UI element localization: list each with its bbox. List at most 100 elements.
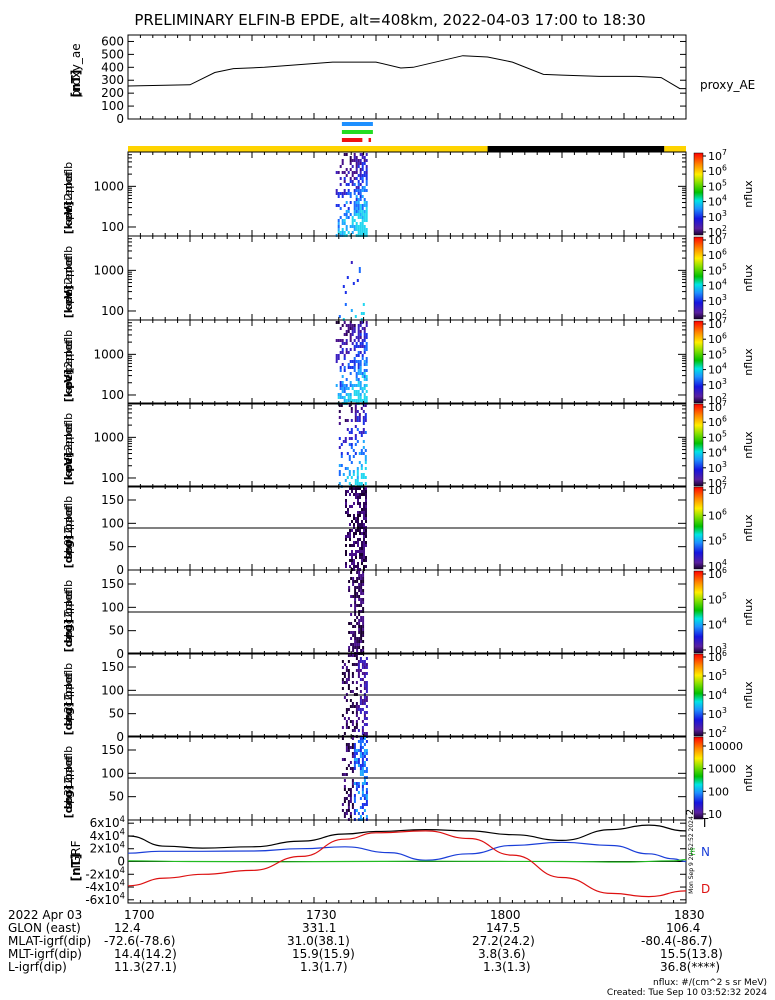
colorbar-tick-label-base: 10: [708, 477, 722, 490]
spectrogram-cell: [343, 758, 346, 761]
spectrogram-cell: [345, 378, 348, 381]
spectrogram-cell: [346, 476, 349, 479]
spectrogram-cell: [344, 479, 347, 482]
spectrogram-cell: [362, 601, 365, 604]
spectrogram-cell: [350, 595, 353, 598]
spectrogram-cell: [337, 357, 340, 360]
spectrogram-cell: [359, 743, 362, 746]
spectrogram-cell: [359, 737, 362, 740]
spectrogram-cell: [365, 800, 368, 803]
spectrogram-cell: [357, 785, 360, 788]
spectrogram-cell: [359, 210, 362, 213]
spectrogram-cell: [355, 228, 358, 231]
spectrogram-cell: [338, 404, 341, 407]
spectrogram-cell: [345, 767, 348, 770]
spectrogram-cell: [355, 496, 357, 499]
spectrogram-cell: [355, 785, 358, 788]
spectrogram-cell: [357, 541, 359, 544]
status-segment: [664, 146, 686, 152]
spectrogram-cell: [355, 198, 358, 201]
spectrogram-cell: [363, 732, 366, 735]
colorbar: [693, 653, 704, 737]
spectrogram-cell: [351, 556, 353, 559]
spectrogram-cell: [349, 565, 351, 568]
spectrogram-cell: [343, 177, 346, 180]
spectrogram-cell: [347, 324, 350, 327]
spectrogram-cell: [353, 800, 356, 803]
spectrogram-cell: [361, 345, 364, 348]
colorbar-tick-label: 107: [708, 148, 727, 163]
spectrogram-cell: [363, 663, 366, 666]
spectrogram-cell: [361, 532, 363, 535]
colorbar-tick-label-base: 10: [708, 211, 722, 224]
spectrogram-cell: [345, 678, 348, 681]
ephemeris-label: MLT-igrf(dip): [8, 947, 82, 961]
spectrogram-cell: [347, 687, 350, 690]
spectrogram-cell: [365, 723, 368, 726]
spectrogram-cell: [362, 410, 365, 413]
spectrogram-cell: [362, 616, 365, 619]
spectrogram-cell: [338, 470, 341, 473]
colorbar-tick-label: 107: [708, 399, 727, 414]
spectrogram-cell: [359, 321, 362, 324]
spectrogram-cell: [352, 455, 355, 458]
spectrogram-cell: [340, 455, 343, 458]
colorbar-tick-label: 105: [708, 591, 727, 606]
colorbar-tick-label-base: 10: [708, 644, 722, 657]
spectrogram-cell: [353, 782, 356, 785]
spectrogram-cell: [359, 369, 362, 372]
y-tick-label: 1000: [93, 347, 124, 361]
spectrogram-cell: [341, 348, 344, 351]
spectrogram-cell: [363, 809, 366, 812]
spectrogram-cell: [357, 669, 360, 672]
spectrogram-cell: [359, 711, 362, 714]
spectrogram-cell: [357, 369, 360, 372]
spectrogram-cell: [355, 532, 357, 535]
colorbar: [693, 736, 704, 820]
spectrogram-cell: [351, 785, 354, 788]
spectrogram-cell: [355, 657, 358, 660]
spectrogram-cell: [355, 393, 358, 396]
spectrogram-cell: [345, 168, 348, 171]
spectrogram-cell: [347, 366, 350, 369]
spectrogram-cell: [365, 363, 368, 366]
spectrogram-cell: [351, 544, 353, 547]
colorbar-tick-label-exp: 6: [722, 414, 727, 423]
colorbar-tick-label-base: 10: [708, 295, 722, 308]
spectrogram-cell: [361, 508, 363, 511]
spectrogram-cell: [357, 538, 359, 541]
spectrogram-cell: [351, 723, 354, 726]
spectrogram-cell: [363, 672, 366, 675]
spectrogram-cell: [347, 393, 350, 396]
spectrogram-cell: [359, 690, 362, 693]
colorbar-tick-label-base: 10: [708, 394, 722, 407]
spectrogram-cell: [363, 493, 365, 496]
spectrogram-cell: [358, 419, 361, 422]
spectrogram-cell: [355, 723, 358, 726]
spectrogram-cell: [349, 156, 352, 159]
spectrogram-cell: [363, 351, 366, 354]
spectrogram-cell: [357, 189, 360, 192]
colorbar-tick-label: 106: [708, 414, 727, 429]
y-tick-label: 100: [101, 600, 124, 614]
spectrogram-cell: [359, 399, 362, 402]
spectrogram-cell: [361, 729, 364, 732]
spectrogram-cell: [343, 189, 346, 192]
spectrogram-cell: [363, 162, 366, 165]
spectrogram-cell: [365, 177, 368, 180]
spectrogram-cell: [361, 761, 364, 764]
ephemeris-row: MLAT-igrf(dip) -72.6(-78.6) 31.0(38.1) 2…: [8, 935, 768, 947]
spectrogram-cell: [343, 171, 346, 174]
spectrogram-cell: [353, 514, 355, 517]
spectrogram-cell: [343, 354, 346, 357]
spectrogram-cell: [349, 535, 351, 538]
spectrogram-cell: [351, 705, 354, 708]
colorbar-tick-label-base: 10: [708, 689, 722, 702]
spectrogram-cell: [357, 511, 359, 514]
spectrogram-cell: [343, 321, 346, 324]
spectrogram-cell: [363, 159, 366, 162]
spectrogram-cell: [350, 419, 353, 422]
spectrogram-cell: [361, 559, 363, 562]
spectrogram-cell: [359, 749, 362, 752]
